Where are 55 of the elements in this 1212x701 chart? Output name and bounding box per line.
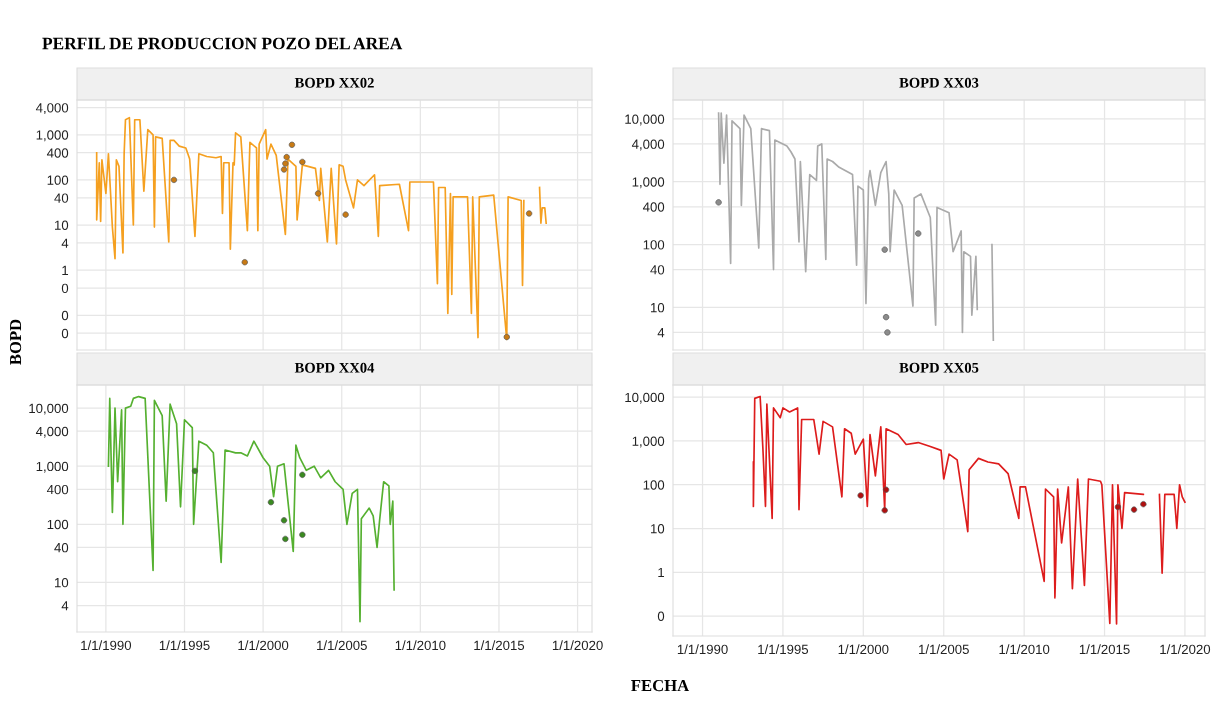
y-tick-label: 40 — [54, 193, 69, 203]
y-tick-label: 1 — [658, 567, 665, 578]
x-axis-title: FECHA — [631, 679, 690, 692]
y-tick-label: 10,000 — [29, 403, 69, 415]
y-tick-label: 0 — [61, 283, 69, 294]
y-tick-label: 0 — [61, 310, 69, 321]
y-tick-label: 100 — [643, 480, 665, 490]
y-tick-label: 400 — [46, 484, 69, 495]
y-tick-label: 10 — [651, 302, 665, 313]
y-tick-label: 4 — [657, 328, 665, 338]
chart-title: BOPD XX02 — [294, 77, 374, 88]
x-tick-label: 1/1/2005 — [317, 640, 367, 651]
y-tick-label: 1,000 — [632, 177, 665, 189]
x-tick-label: 1/1/2000 — [838, 644, 889, 655]
y-tick-label: 10 — [55, 577, 69, 588]
y-tick-label: 4 — [61, 601, 69, 611]
x-tick-label: 1/1/2010 — [999, 644, 1050, 655]
x-tick-label: 1/1/1995 — [159, 640, 210, 651]
y-tick-label: 1,000 — [36, 461, 69, 473]
x-tick-label: 1/1/1990 — [81, 640, 132, 651]
y-tick-label: 100 — [47, 175, 69, 185]
y-tick-label: 4 — [61, 238, 69, 248]
chart-title: BOPD XX05 — [899, 362, 979, 373]
line-series — [107, 395, 395, 623]
y-tick-label: 10 — [651, 524, 665, 534]
x-tick-label: 1/1/2020 — [552, 640, 603, 651]
y-tick-label: 1,000 — [36, 130, 69, 142]
y-tick-label: 10,000 — [625, 114, 665, 126]
x-tick-label: 1/1/2005 — [919, 644, 969, 655]
y-tick-label: 40 — [650, 265, 665, 275]
x-tick-label: 1/1/1990 — [677, 644, 728, 655]
y-tick-label: 400 — [642, 202, 665, 212]
y-tick-label: 1 — [62, 265, 69, 275]
y-tick-label: 100 — [47, 519, 69, 530]
text: PERFIL DE PRODUCCION POZO DEL AREA — [42, 37, 403, 50]
x-tick-label: 1/1/2015 — [1079, 644, 1130, 655]
y-tick-label: 400 — [46, 148, 69, 158]
y-tick-label: 100 — [643, 240, 665, 250]
chart-title: BOPD XX04 — [294, 362, 375, 373]
y-tick-label: 1,000 — [632, 436, 665, 448]
y-axis-title: BOPD — [9, 319, 22, 365]
x-tick-label: 1/1/2015 — [474, 640, 525, 651]
chart-title: BOPD XX03 — [899, 77, 979, 88]
x-tick-label: 1/1/1995 — [758, 644, 809, 655]
y-tick-label: 40 — [54, 542, 69, 553]
x-tick-label: 1/1/2000 — [238, 640, 289, 651]
x-tick-label: 1/1/2010 — [395, 640, 446, 651]
y-tick-label: 10,000 — [625, 392, 665, 404]
y-tick-label: 4,000 — [631, 139, 665, 151]
y-tick-label: 0 — [61, 328, 69, 339]
y-tick-label: 4,000 — [35, 103, 69, 115]
y-tick-label: 10 — [55, 220, 69, 230]
x-tick-label: 1/1/2020 — [1160, 644, 1211, 655]
y-tick-label: 0 — [657, 611, 665, 621]
y-tick-label: 4,000 — [35, 426, 69, 438]
